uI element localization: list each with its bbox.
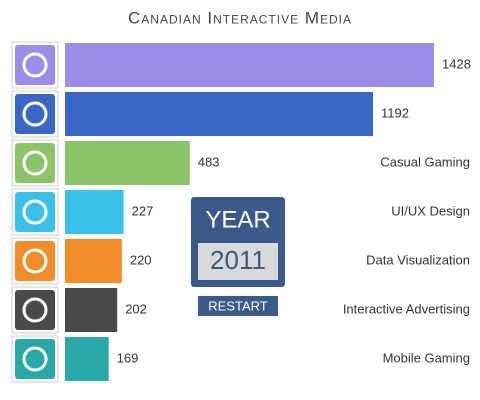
category-icon [11, 41, 59, 89]
year-box: YEAR 2011 [191, 197, 285, 287]
bar [65, 337, 109, 381]
chart-title: Canadian Interactive Media [128, 8, 352, 27]
icon-bg [15, 94, 55, 134]
year-value-box [198, 243, 278, 280]
value-label: 1192 [381, 105, 409, 120]
category-label: UI/UX Design [391, 203, 470, 218]
value-label: 483 [198, 154, 220, 169]
icon-bg [15, 339, 55, 379]
value-label: 227 [132, 203, 154, 218]
category-icon [11, 335, 59, 383]
bar [65, 190, 124, 234]
icon-glyph [22, 199, 48, 225]
button-label[interactable]: RESTART [208, 298, 268, 313]
icon-bg [15, 241, 55, 281]
year-label: YEAR [205, 206, 270, 233]
category-label: Interactive Advertising [343, 301, 470, 316]
value-label: 169 [117, 350, 139, 365]
button-bg[interactable] [198, 296, 278, 316]
icon-glyph [22, 150, 48, 176]
value-label: 202 [125, 301, 147, 316]
category-label: Data Visualization [366, 252, 470, 267]
category-icon [11, 139, 59, 187]
restart-button[interactable]: RESTART [198, 296, 278, 316]
icon-bg [15, 143, 55, 183]
bar [65, 288, 118, 332]
icon-bg [15, 290, 55, 330]
icon-glyph [22, 346, 48, 372]
icon-bg [15, 192, 55, 232]
bar [65, 92, 374, 136]
category-label: Casual Gaming [380, 154, 470, 169]
icon-glyph [22, 52, 48, 78]
icon-bg [15, 45, 55, 85]
bar [65, 239, 122, 283]
year-value: 2011 [210, 245, 266, 275]
value-label: 1428 [442, 56, 471, 71]
value-label: 220 [130, 252, 152, 267]
bar [65, 43, 434, 87]
category-icon [11, 90, 59, 138]
category-icon [11, 188, 59, 236]
bar [65, 141, 190, 185]
category-label: Mobile Gaming [383, 350, 470, 365]
category-icon [11, 286, 59, 334]
icon-glyph [22, 248, 48, 274]
icon-glyph [22, 297, 48, 323]
category-icon [11, 237, 59, 285]
icon-glyph [22, 101, 48, 127]
